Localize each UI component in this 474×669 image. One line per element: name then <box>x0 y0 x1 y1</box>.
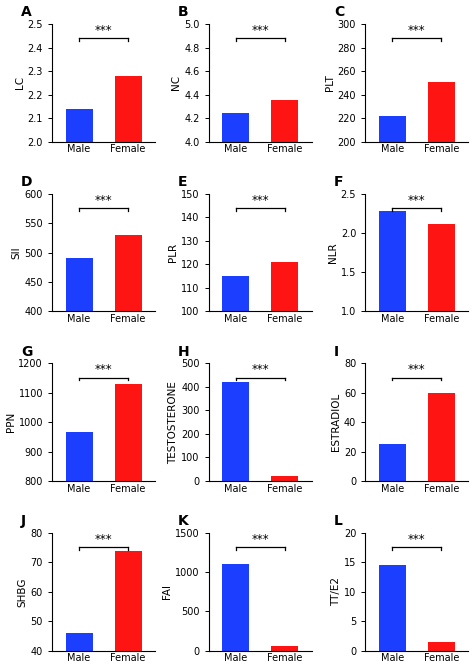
Text: H: H <box>178 345 189 359</box>
Text: C: C <box>334 5 345 19</box>
Y-axis label: TT/E2: TT/E2 <box>331 577 341 606</box>
Bar <box>115 76 142 142</box>
Text: E: E <box>178 175 187 189</box>
Bar <box>222 276 249 311</box>
Y-axis label: NLR: NLR <box>328 242 338 263</box>
Text: B: B <box>178 5 188 19</box>
Bar <box>222 114 249 142</box>
Text: F: F <box>334 175 344 189</box>
Bar <box>428 393 455 481</box>
Y-axis label: SII: SII <box>11 246 21 259</box>
Text: ***: *** <box>251 363 269 377</box>
Bar <box>428 223 455 311</box>
Bar <box>65 108 92 142</box>
Text: ***: *** <box>408 193 426 207</box>
Y-axis label: PLR: PLR <box>168 243 178 262</box>
Text: ***: *** <box>95 24 112 37</box>
Text: ***: *** <box>95 533 112 546</box>
Bar <box>222 382 249 481</box>
Y-axis label: PPN: PPN <box>6 412 16 432</box>
Text: ***: *** <box>408 24 426 37</box>
Text: J: J <box>21 514 26 529</box>
Text: ***: *** <box>95 193 112 207</box>
Text: D: D <box>21 175 33 189</box>
Bar <box>65 432 92 481</box>
Bar <box>115 551 142 651</box>
Text: ***: *** <box>408 533 426 546</box>
Bar <box>271 100 298 142</box>
Bar <box>271 262 298 311</box>
Bar <box>115 235 142 311</box>
Bar <box>428 82 455 142</box>
Text: G: G <box>21 345 32 359</box>
Bar <box>379 211 406 311</box>
Y-axis label: SHBG: SHBG <box>18 577 28 607</box>
Bar <box>271 476 298 481</box>
Text: ***: *** <box>95 363 112 377</box>
Bar <box>379 444 406 481</box>
Bar <box>379 116 406 142</box>
Y-axis label: PLT: PLT <box>325 74 335 91</box>
Text: ***: *** <box>251 193 269 207</box>
Y-axis label: NC: NC <box>172 76 182 90</box>
Y-axis label: TESTOSTERONE: TESTOSTERONE <box>168 381 178 464</box>
Text: L: L <box>334 514 343 529</box>
Bar <box>115 384 142 481</box>
Bar <box>379 565 406 651</box>
Bar <box>65 633 92 651</box>
Bar <box>222 565 249 651</box>
Text: K: K <box>178 514 188 529</box>
Bar <box>428 642 455 651</box>
Text: ***: *** <box>408 363 426 377</box>
Y-axis label: ESTRADIOL: ESTRADIOL <box>331 393 341 452</box>
Bar <box>65 258 92 311</box>
Text: ***: *** <box>251 24 269 37</box>
Y-axis label: FAI: FAI <box>162 585 172 599</box>
Text: ***: *** <box>251 533 269 546</box>
Bar <box>271 646 298 651</box>
Text: A: A <box>21 5 32 19</box>
Y-axis label: LC: LC <box>15 76 25 90</box>
Text: I: I <box>334 345 339 359</box>
